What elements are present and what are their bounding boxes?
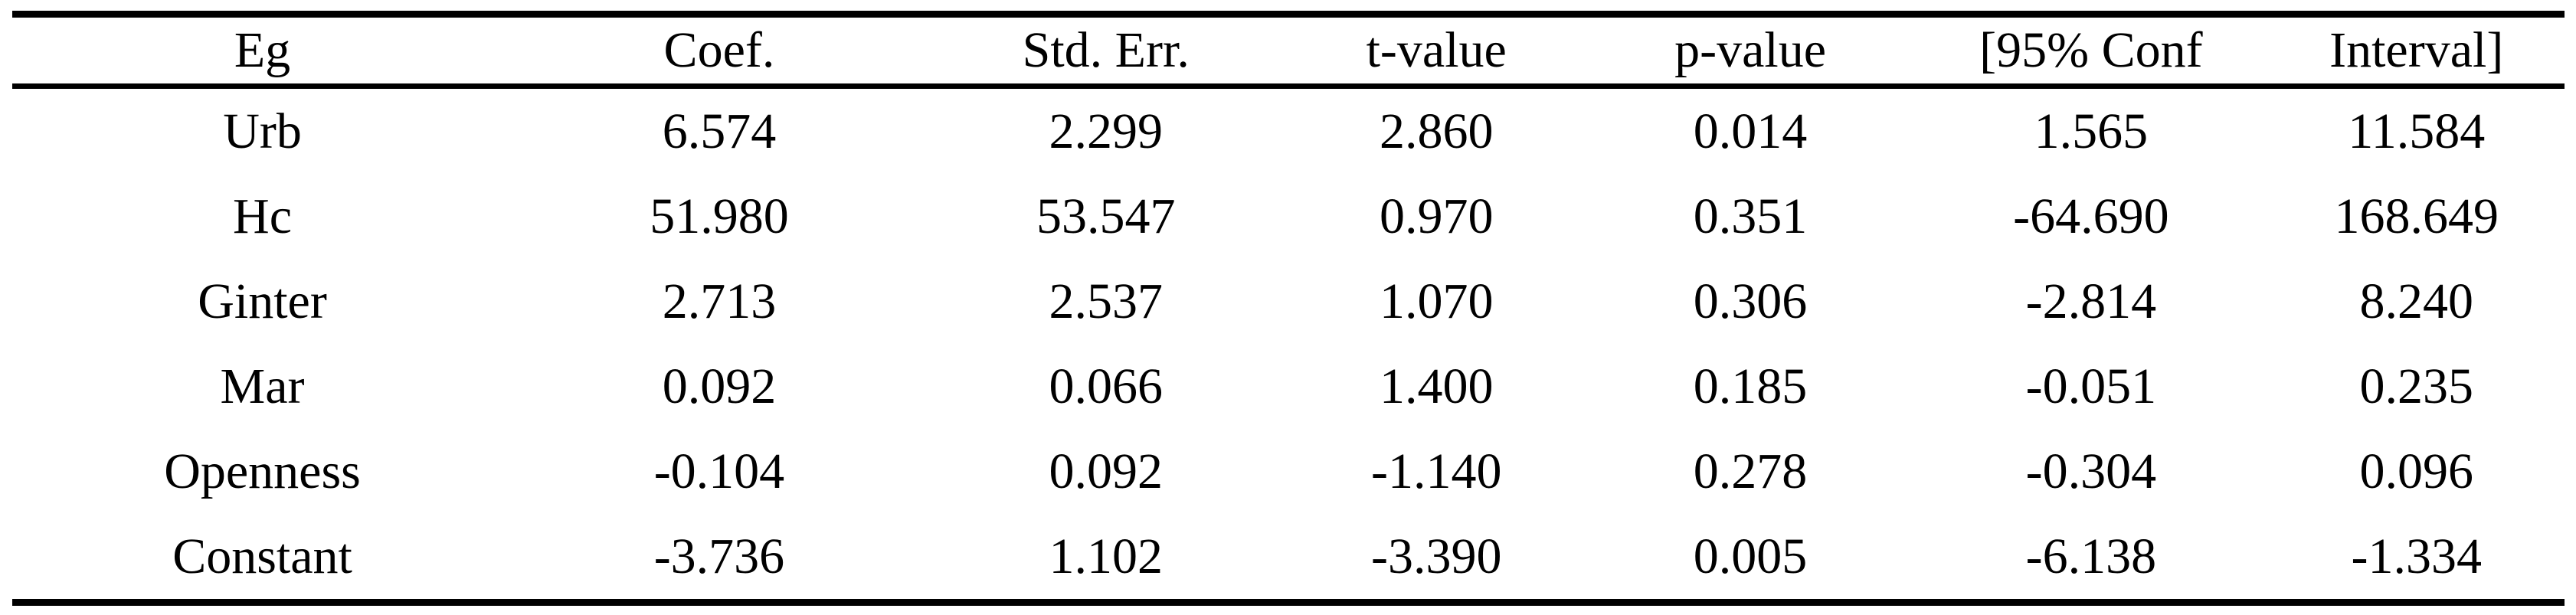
table-row: Hc 51.980 53.547 0.970 0.351 -64.690 168.649 (12, 174, 2565, 259)
table-cell: 0.014 (1693, 103, 1808, 159)
table-cell: 0.092 (1049, 443, 1163, 499)
table-cell: 8.240 (2359, 273, 2473, 329)
row-label: Mar (220, 358, 305, 414)
table-cell: -0.051 (2025, 358, 2157, 414)
table-cell: 0.005 (1693, 528, 1808, 584)
table-cell: 168.649 (2334, 188, 2499, 244)
table-cell: 6.574 (662, 103, 777, 159)
table-cell: -6.138 (2025, 528, 2157, 584)
table-cell: 0.306 (1693, 273, 1808, 329)
row-label: Ginter (198, 273, 327, 329)
table-cell: 2.860 (1379, 103, 1494, 159)
column-header-coef: Coef. (512, 14, 926, 89)
row-label: Urb (223, 103, 302, 159)
table-cell: 2.713 (662, 273, 777, 329)
table-cell: 0.278 (1693, 443, 1808, 499)
table-cell: -1.334 (2351, 528, 2482, 584)
row-label: Hc (233, 188, 293, 244)
column-header-conf-high: Interval] (2268, 14, 2565, 89)
table-body: Urb 6.574 2.299 2.860 0.014 1.565 11.584 Hc 51.9… (12, 87, 2565, 603)
table-cell: -1.140 (1370, 443, 1502, 499)
column-header-t-value: t-value (1285, 14, 1587, 89)
table-cell: 0.066 (1049, 358, 1163, 414)
table-row: Mar 0.092 0.066 1.400 0.185 -0.051 0.235 (12, 344, 2565, 429)
row-label: Openness (164, 443, 361, 499)
table-row: Urb 6.574 2.299 2.860 0.014 1.565 11.584 (12, 87, 2565, 175)
table-row: Ginter 2.713 2.537 1.070 0.306 -2.814 8.240 (12, 259, 2565, 344)
table-cell: 0.185 (1693, 358, 1808, 414)
column-header-p-value: p-value (1586, 14, 1914, 89)
table-cell: 0.235 (2359, 358, 2473, 414)
table-row: Openness -0.104 0.092 -1.140 0.278 -0.304 0.09… (12, 429, 2565, 514)
table-cell: 1.102 (1049, 528, 1163, 584)
table-cell: -3.736 (653, 528, 785, 584)
row-label: Constant (172, 528, 352, 584)
table-cell: 0.092 (662, 358, 777, 414)
table-cell: -0.104 (653, 443, 785, 499)
table-cell: 0.970 (1379, 188, 1494, 244)
table-cell: -64.690 (2013, 188, 2169, 244)
table-cell: 2.537 (1049, 273, 1163, 329)
table-cell: 51.980 (650, 188, 789, 244)
table-cell: 2.299 (1049, 103, 1163, 159)
table-cell: 1.070 (1379, 273, 1494, 329)
table-cell: 0.096 (2359, 443, 2473, 499)
table-cell: 53.547 (1036, 188, 1176, 244)
table-cell: 11.584 (2348, 103, 2486, 159)
column-header-eg: Eg (12, 14, 513, 89)
table-cell: 1.565 (2034, 103, 2149, 159)
column-header-conf-low: [95% Conf (1913, 14, 2269, 89)
column-header-std-err: Std. Err. (925, 14, 1286, 89)
table-cell: -2.814 (2025, 273, 2157, 329)
table-cell: -0.304 (2025, 443, 2157, 499)
table-cell: 0.351 (1693, 188, 1808, 244)
table-row: Constant -3.736 1.102 -3.390 0.005 -6.138 -1.3… (12, 514, 2565, 603)
table-header-row: Eg Coef. Std. Err. t-value p-value [95% … (12, 14, 2565, 89)
table-cell: 1.400 (1379, 358, 1494, 414)
table-cell: -3.390 (1370, 528, 1502, 584)
regression-results-table: Eg Coef. Std. Err. t-value p-value [95% … (12, 11, 2565, 606)
